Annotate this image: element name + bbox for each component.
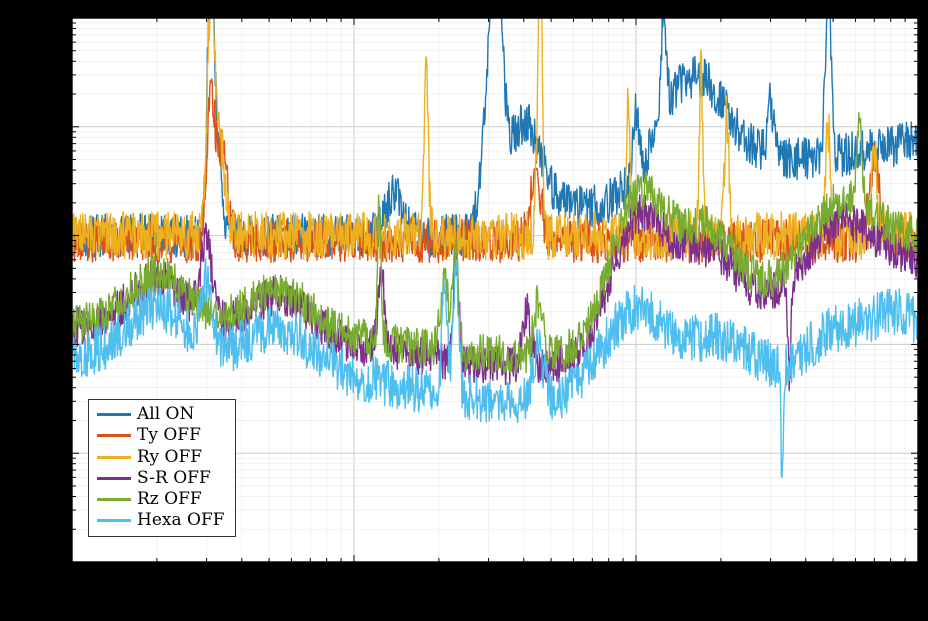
legend-item: Ry OFF xyxy=(97,447,225,468)
legend-swatch xyxy=(97,413,131,416)
legend-label: S-R OFF xyxy=(137,468,211,489)
legend-swatch xyxy=(97,477,131,480)
legend-swatch xyxy=(97,434,131,437)
legend-item: All ON xyxy=(97,404,225,425)
legend-item: Rz OFF xyxy=(97,489,225,510)
legend-label: Rz OFF xyxy=(137,489,202,510)
legend-item: Hexa OFF xyxy=(97,510,225,531)
legend-swatch xyxy=(97,456,131,459)
legend-label: Hexa OFF xyxy=(137,510,225,531)
legend-label: Ry OFF xyxy=(137,447,202,468)
chart-container: All ONTy OFFRy OFFS-R OFFRz OFFHexa OFF xyxy=(0,0,928,621)
legend-label: All ON xyxy=(137,404,194,425)
legend-label: Ty OFF xyxy=(137,425,201,446)
legend-swatch xyxy=(97,498,131,501)
legend-item: S-R OFF xyxy=(97,468,225,489)
legend: All ONTy OFFRy OFFS-R OFFRz OFFHexa OFF xyxy=(88,399,236,537)
legend-swatch xyxy=(97,519,131,522)
legend-item: Ty OFF xyxy=(97,425,225,446)
